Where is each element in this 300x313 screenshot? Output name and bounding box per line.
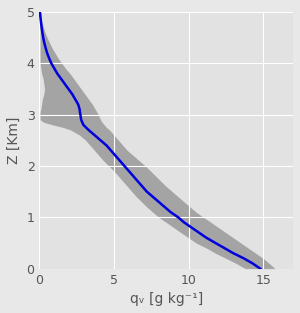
X-axis label: qᵥ [g kg⁻¹]: qᵥ [g kg⁻¹] xyxy=(130,292,203,306)
Y-axis label: Z [Km]: Z [Km] xyxy=(7,117,21,164)
